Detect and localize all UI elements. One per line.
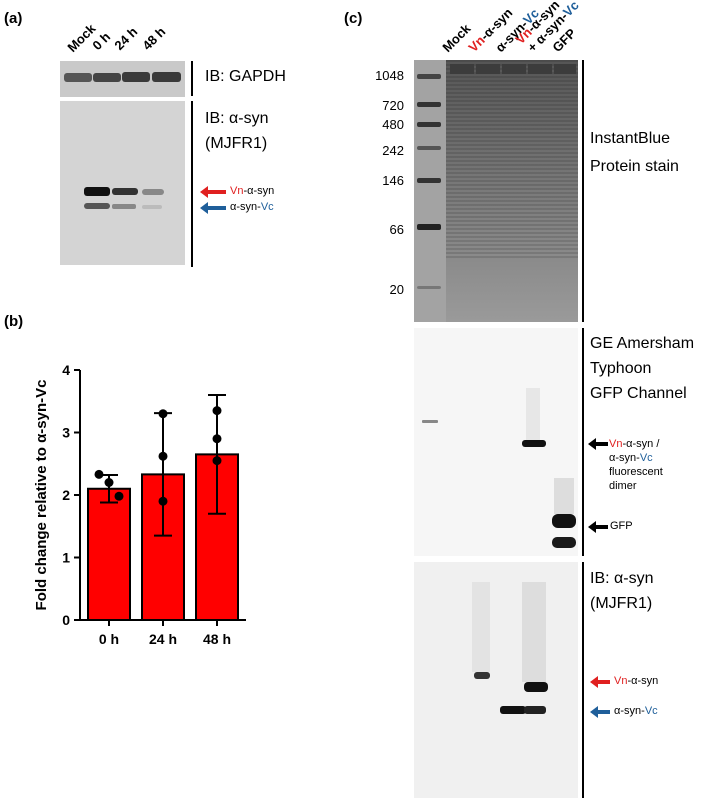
vn-asyn-label-a: Vn-α-syn [230,185,275,197]
y-tick-label: 2 [62,487,70,503]
asyn-divider-c [582,562,584,798]
y-axis-label: Fold change relative to α-syn-Vc [33,380,50,611]
asyn-vc-label-a: α-syn-Vc [230,201,274,213]
mw-1048: 1048 [375,68,404,83]
asyn-blot-c [414,562,578,798]
panel-a-label: (a) [4,10,23,27]
y-tick-label: 1 [62,550,70,566]
vn-asyn-label-c: Vn-α-syn [614,675,659,687]
x-tick-label: 48 h [203,631,231,647]
x-tick-label: 0 h [99,631,119,647]
data-point [94,469,104,479]
y-tick-label: 3 [62,425,70,441]
mw-20: 20 [389,282,404,297]
red-arrow-icon-c [590,676,610,688]
lane-label-48h: 48 h [139,23,169,53]
panel-c-label: (c) [344,10,363,27]
fold-change-chart: 0 1 2 3 4 Fold change relative to α-syn-Vc 0 h… [33,362,246,647]
blue-arrow-icon-c [590,706,610,718]
x-tick-label: 24 h [149,631,177,647]
data-point [212,434,222,444]
dimer-label: Vn-α-syn / α-syn-Vc fluorescent dimer [609,438,663,492]
asyn-blot-a [60,101,185,265]
typhoon-label-3: GFP Channel [590,385,687,402]
gapdh-blot [60,61,185,97]
data-point [212,406,222,416]
ib-asyn-mjfr1-c: (MJFR1) [590,595,653,612]
gfp-label: GFP [610,520,633,532]
ib-asyn-label-a: IB: α-syn [205,110,269,127]
data-point [158,409,168,419]
mw-242: 242 [382,143,404,158]
data-point [212,456,222,466]
typhoon-label-1: GE Amersham [590,335,695,352]
bar [87,487,131,621]
data-point [114,491,124,501]
data-point [104,478,114,487]
ib-gapdh-label: IB: GAPDH [205,68,286,85]
typhoon-gel [414,328,578,556]
black-arrow-icon [588,438,608,450]
instantblue-gel [414,60,578,322]
asyn-vc-label-c: α-syn-Vc [614,705,658,717]
blue-arrow-icon [200,202,226,214]
gapdh-divider [191,61,193,96]
ib-asyn-mjfr1-a: (MJFR1) [205,135,268,152]
ib-asyn-label-c: IB: α-syn [590,570,654,587]
panel-b-label: (b) [4,313,24,330]
lane-label-24h: 24 h [111,23,141,53]
asyn-divider-a [191,101,193,267]
mw-66: 66 [389,222,404,237]
y-tick-label: 4 [62,362,70,378]
data-point [158,451,168,461]
typhoon-label-2: Typhoon [590,360,652,377]
typhoon-divider [582,328,584,556]
instantblue-label: InstantBlue [590,130,671,147]
gfp-arrow-icon [588,521,608,533]
protein-stain-label: Protein stain [590,158,679,175]
lane-c-mock: Mock [439,20,474,55]
mw-720: 720 [382,98,404,113]
mw-146: 146 [382,173,404,188]
mw-480: 480 [382,117,404,132]
red-arrow-icon [200,186,226,198]
gel-divider [582,60,584,322]
y-tick-label: 0 [62,612,70,628]
data-point [158,496,168,506]
